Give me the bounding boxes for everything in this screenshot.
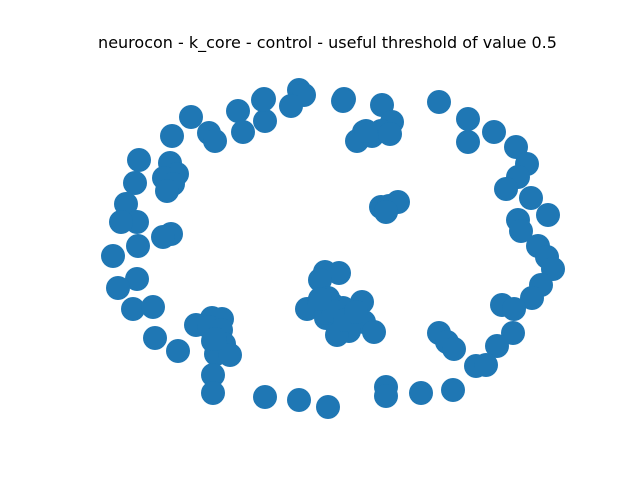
graph-node — [226, 99, 250, 123]
graph-node — [494, 177, 518, 201]
graph-node — [442, 337, 466, 361]
graph-node — [504, 135, 528, 159]
graph-node — [502, 297, 526, 321]
graph-node — [327, 261, 351, 285]
graph-node — [519, 186, 543, 210]
graph-node — [308, 268, 332, 292]
graph-node — [354, 119, 378, 143]
graph-node — [378, 122, 402, 146]
graph-node — [287, 388, 311, 412]
graph-node — [106, 276, 130, 300]
graph-node — [441, 378, 465, 402]
graph-node — [427, 90, 451, 114]
graph-node — [101, 244, 125, 268]
graph-node — [485, 334, 509, 358]
graph-node — [127, 148, 151, 172]
graph-node — [151, 225, 175, 249]
graph-node — [474, 353, 498, 377]
graph-node — [409, 381, 433, 405]
node-layer — [101, 78, 565, 419]
graph-node — [279, 94, 303, 118]
graph-title: neurocon - k_core - control - useful thr… — [98, 33, 557, 52]
graph-node — [251, 88, 275, 112]
graph-node — [456, 107, 480, 131]
graph-node — [179, 105, 203, 129]
graph-node — [536, 203, 560, 227]
graph-node — [253, 109, 277, 133]
graph-node — [362, 320, 386, 344]
graph-node — [203, 327, 227, 351]
graph-node — [331, 89, 355, 113]
graph-node — [109, 210, 133, 234]
graph-node — [482, 120, 506, 144]
graph-node — [141, 295, 165, 319]
graph-node — [374, 384, 398, 408]
graph-node — [253, 385, 277, 409]
graph-node — [308, 287, 332, 311]
graph-node — [231, 120, 255, 144]
graph-node — [316, 395, 340, 419]
graph-node — [509, 219, 533, 243]
graph-node — [344, 300, 368, 324]
graph-node — [114, 192, 138, 216]
graph-node — [121, 297, 145, 321]
graph-node — [501, 321, 525, 345]
graph-node — [155, 179, 179, 203]
graph-node — [123, 171, 147, 195]
graph-node — [201, 381, 225, 405]
graph-node — [201, 363, 225, 387]
graph-node — [374, 200, 398, 224]
graph-node — [456, 130, 480, 154]
graph-node — [160, 124, 184, 148]
graph-node — [125, 267, 149, 291]
graph-node — [126, 234, 150, 258]
graph-node — [143, 326, 167, 350]
graph-node — [203, 129, 227, 153]
graph-node — [166, 339, 190, 363]
graph-node — [218, 343, 242, 367]
graph-node — [520, 286, 544, 310]
